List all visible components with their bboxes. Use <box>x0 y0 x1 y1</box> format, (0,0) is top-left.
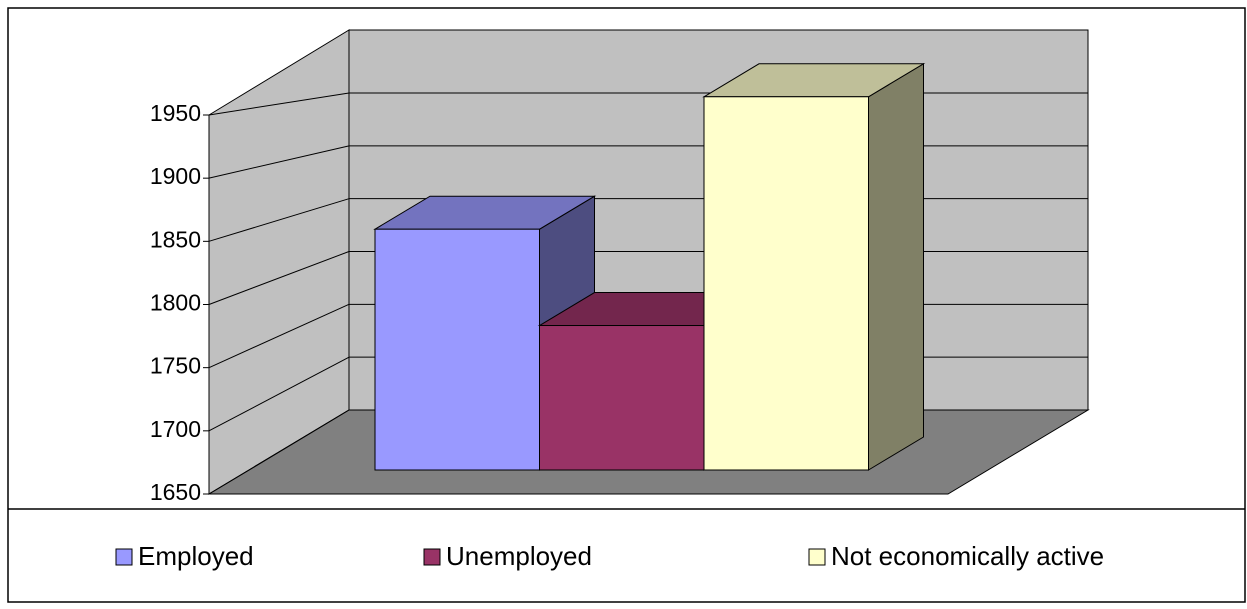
grid-line <box>208 409 350 495</box>
grid-line <box>208 92 350 116</box>
legend-label: Unemployed <box>446 541 592 571</box>
y-tick-label: 1750 <box>150 353 201 379</box>
y-tick-label: 1850 <box>150 226 201 252</box>
y-tick-label: 1800 <box>150 290 201 316</box>
legend-swatch <box>115 548 133 566</box>
bar <box>539 325 705 471</box>
y-tick-label: 1900 <box>150 163 201 189</box>
legend-swatch <box>808 548 826 566</box>
grid-line <box>208 198 350 242</box>
grid-line <box>208 145 350 179</box>
legend-label: Not economically active <box>831 541 1104 571</box>
grid-line <box>208 251 350 305</box>
legend-swatch <box>423 548 441 566</box>
y-tick-label: 1950 <box>150 100 201 126</box>
grid-line <box>208 356 350 432</box>
bar <box>703 96 869 471</box>
y-tick-label: 1700 <box>150 416 201 442</box>
y-tick-label: 1650 <box>150 479 201 505</box>
bar-side <box>868 62 924 471</box>
bar <box>374 228 540 471</box>
legend-label: Employed <box>138 541 254 571</box>
plot-area: 1650 1700 1750 1800 1850 1900 1950 <box>150 29 1090 505</box>
grid-line <box>208 303 350 369</box>
legend: Employed Unemployed Not economically activ… <box>115 541 1104 571</box>
